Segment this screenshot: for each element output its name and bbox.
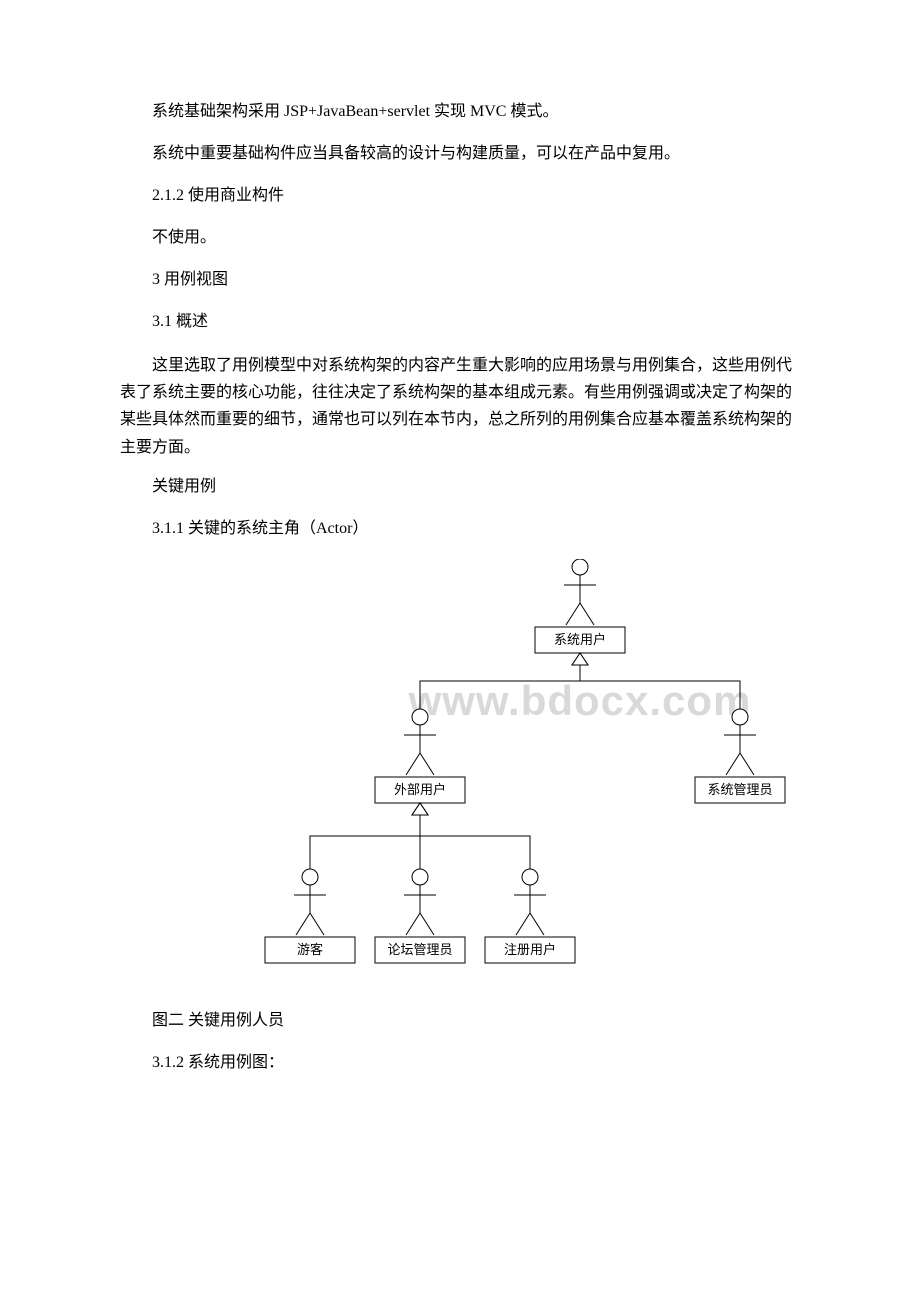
actor-diagram-svg: 系统用户外部用户 系统管理员游客 论坛管理员 注册用户 xyxy=(240,559,920,999)
paragraph: 关键用例 xyxy=(120,475,800,499)
paragraph: 系统中重要基础构件应当具备较高的设计与构建质量，可以在产品中复用。 xyxy=(120,142,800,166)
svg-text:外部用户: 外部用户 xyxy=(394,782,446,797)
heading-2-1-2: 2.1.2 使用商业构件 xyxy=(120,184,800,208)
paragraph-body: 这里选取了用例模型中对系统构架的内容产生重大影响的应用场景与用例集合，这些用例代… xyxy=(120,352,800,461)
figure-caption: 图二 关键用例人员 xyxy=(120,1009,800,1033)
document-page: 系统基础架构采用 JSP+JavaBean+servlet 实现 MVC 模式。… xyxy=(0,0,920,1153)
heading-3-1-2: 3.1.2 系统用例图： xyxy=(120,1051,800,1075)
svg-text:系统用户: 系统用户 xyxy=(554,632,606,647)
svg-text:注册用户: 注册用户 xyxy=(504,942,556,957)
heading-3: 3 用例视图 xyxy=(120,268,800,292)
heading-3-1: 3.1 概述 xyxy=(120,310,800,334)
actor-diagram: www.bdocx.com 系统用户外部用户系统管理员游客论坛管理员注册用户 xyxy=(240,559,920,999)
paragraph: 不使用。 xyxy=(120,226,800,250)
svg-text:系统管理员: 系统管理员 xyxy=(707,782,772,797)
paragraph: 系统基础架构采用 JSP+JavaBean+servlet 实现 MVC 模式。 xyxy=(120,100,800,124)
svg-text:论坛管理员: 论坛管理员 xyxy=(387,942,452,957)
svg-text:游客: 游客 xyxy=(297,942,323,957)
heading-3-1-1: 3.1.1 关键的系统主角（Actor） xyxy=(120,517,800,541)
